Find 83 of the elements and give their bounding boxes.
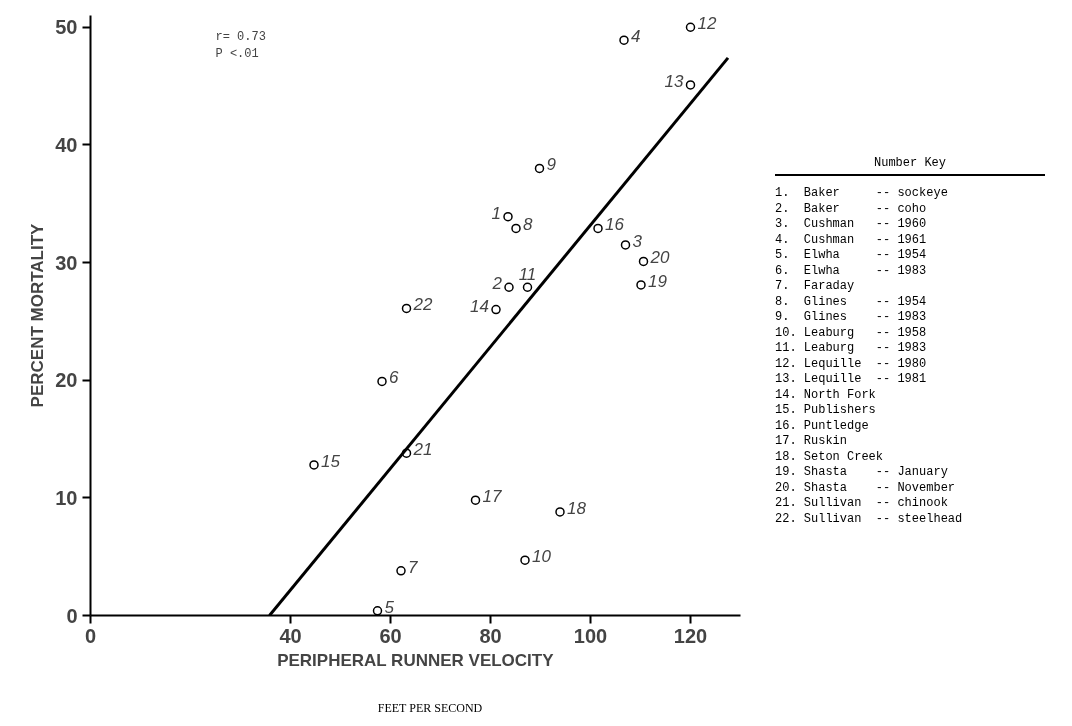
annotation: 22 [412,295,433,315]
point [593,223,603,234]
point [372,606,383,616]
text: Number Key [775,155,1045,177]
text: 12. Lequille -- 1980 [775,356,928,373]
annotation: 14 [470,296,490,316]
annotation: 18 [567,498,587,518]
annotation: 10 [532,547,552,567]
point [522,282,533,293]
text: 18. Seton Creek [775,449,885,466]
text: 17. Ruskin [775,434,848,450]
text: 6. Elwha -- 1983 [775,263,928,280]
point [555,507,565,517]
y-tick-label: 30 [55,251,78,274]
x-axis-title: PERIPHERAL RUNNER VELOCITY [277,650,555,670]
text: 2. Baker -- coho [775,201,928,218]
text: 15. Publishers [775,403,877,419]
annotation: 1 [491,203,502,223]
text: 16. Puntledge [775,418,870,435]
annotation: 4 [631,27,641,47]
point [503,211,513,222]
annotation: 16 [605,215,625,235]
point [504,282,514,293]
annotation: 12 [697,14,717,34]
annotation: 15 [321,451,341,471]
text: 7. Faraday [775,279,856,295]
y-tick-label: 0 [66,604,78,627]
annotation: 3 [632,231,643,251]
annotation: r= 0.73 [215,29,266,44]
text: 1. Baker -- sockeye [775,186,949,202]
point [470,495,481,505]
x-tick-label: 0 [84,624,97,647]
text: 19. Shasta -- January [775,465,949,481]
point [401,303,412,314]
annotation: 19 [648,271,668,291]
point [520,555,530,565]
annotation: 21 [412,440,433,460]
y-tick-label: 20 [55,369,78,392]
text: 11. Leaburg -- 1983 [775,341,928,357]
y-tick-label: 10 [55,486,78,509]
text: 5. Elwha -- 1954 [775,248,928,264]
text: 3. Cushman -- 1960 [775,217,928,233]
text: 14. North Fork [775,387,877,404]
y-axis-title: PERCENT MORTALITY [28,222,48,408]
point [377,376,387,387]
point [309,460,319,470]
y-tick-label: 40 [55,133,78,156]
point [511,223,521,234]
annotation: 20 [649,248,670,268]
point [491,304,501,315]
text: 4. Cushman -- 1961 [775,232,928,249]
point [620,240,631,250]
annotation: 8 [523,215,533,235]
text: 13. Lequille -- 1981 [775,372,928,388]
text: 21. Sullivan -- chinook [775,496,949,512]
x-tick-label: 60 [379,624,402,647]
annotation: 13 [664,71,685,91]
text: 20. Shasta -- November [775,480,957,497]
text: 9. Glines -- 1983 [775,310,928,326]
y-tick-label: 50 [55,16,78,39]
annotation: 9 [546,155,557,175]
annotation: 11 [518,265,537,285]
point [685,22,696,33]
annotation: 5 [384,597,395,617]
text: 22. Sullivan -- steelhead [775,511,964,528]
text: FEET PER SECOND [376,700,484,717]
point [685,80,696,90]
annotation: 2 [491,274,503,294]
point [638,256,649,267]
point [619,35,629,45]
annotation: P <.01 [215,46,259,61]
text: 10. Leaburg -- 1958 [775,325,928,342]
x-tick-label: 120 [673,624,708,647]
annotation: 6 [389,368,399,388]
point [396,566,406,576]
point [534,163,545,174]
x-tick-label: 80 [479,624,502,647]
annotation: 17 [482,487,502,507]
point [636,280,646,290]
x-tick-label: 40 [279,624,302,647]
x-tick-label: 100 [573,624,608,647]
annotation: 7 [408,557,418,577]
text: 8. Glines -- 1954 [775,294,928,311]
